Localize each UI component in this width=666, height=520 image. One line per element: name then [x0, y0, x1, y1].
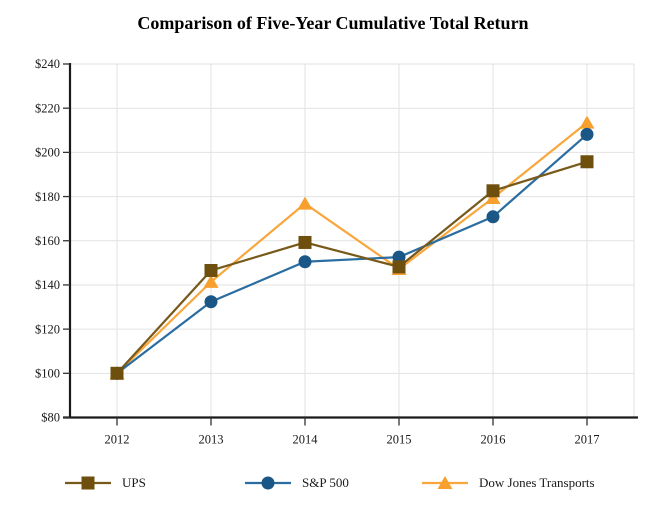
- x-tick-label: 2013: [199, 433, 224, 447]
- marker-circle-s-p-500-2013: [204, 295, 218, 309]
- marker-square-ups-2013: [204, 263, 218, 277]
- x-tick-label: 2017: [575, 433, 600, 447]
- series-line-dow-jones-transports: [116, 121, 588, 375]
- marker-square-ups-2012: [110, 366, 124, 380]
- y-tick-label: $120: [35, 322, 60, 336]
- legend-label: S&P 500: [302, 475, 349, 490]
- y-tick-label: $80: [41, 411, 60, 425]
- marker-circle-s-p-500-2016: [486, 210, 500, 224]
- marker-triangle-dow-jones-transports-2014: [297, 196, 313, 210]
- legend-item-ups: UPS: [65, 470, 146, 496]
- x-tick-label: 2014: [293, 433, 319, 447]
- legend-marker-circle-icon: [245, 476, 291, 490]
- legend-label: Dow Jones Transports: [479, 475, 595, 490]
- marker-square-ups-2016: [486, 184, 500, 198]
- marker-circle-s-p-500-2014: [298, 255, 312, 269]
- x-tick-label: 2012: [105, 433, 130, 447]
- marker-triangle-dow-jones-transports-2013: [203, 274, 219, 288]
- legend-item-s-p-500: S&P 500: [245, 470, 349, 496]
- legend-item-dow-jones-transports: Dow Jones Transports: [422, 470, 595, 496]
- legend-marker-triangle-icon: [422, 476, 468, 489]
- marker-triangle-dow-jones-transports-2016: [485, 190, 501, 204]
- y-tick-label: $200: [35, 146, 60, 160]
- legend-marker-shape: [81, 476, 95, 490]
- legend-marker-shape: [437, 476, 453, 489]
- y-tick-label: $100: [35, 367, 60, 381]
- legend-label: UPS: [122, 475, 146, 490]
- y-tick-label: $140: [35, 278, 60, 292]
- y-tick-label: $240: [35, 57, 60, 71]
- y-tick-label: $160: [35, 234, 60, 248]
- marker-triangle-dow-jones-transports-2017: [579, 115, 595, 129]
- series-line-ups: [116, 160, 588, 375]
- marker-square-ups-2017: [580, 155, 594, 169]
- marker-square-ups-2015: [392, 260, 406, 274]
- legend-marker-shape: [261, 476, 275, 490]
- plot-area: $80 $100 $120 $140 $160 $180 $200 $220 $240 2012 2…: [35, 57, 638, 447]
- marker-circle-s-p-500-2017: [580, 127, 594, 141]
- y-tick-label: $220: [35, 101, 60, 115]
- marker-square-ups-2014: [298, 235, 312, 249]
- chart-title: Comparison of Five-Year Cumulative Total…: [137, 13, 529, 33]
- x-tick-label: 2016: [481, 433, 506, 447]
- series-line-s-p-500: [116, 133, 588, 375]
- y-tick-label: $180: [35, 190, 60, 204]
- x-tick-label: 2015: [387, 433, 412, 447]
- legend: UPS S&P 500 Dow Jones Transports: [0, 470, 666, 500]
- legend-marker-square-icon: [65, 476, 111, 490]
